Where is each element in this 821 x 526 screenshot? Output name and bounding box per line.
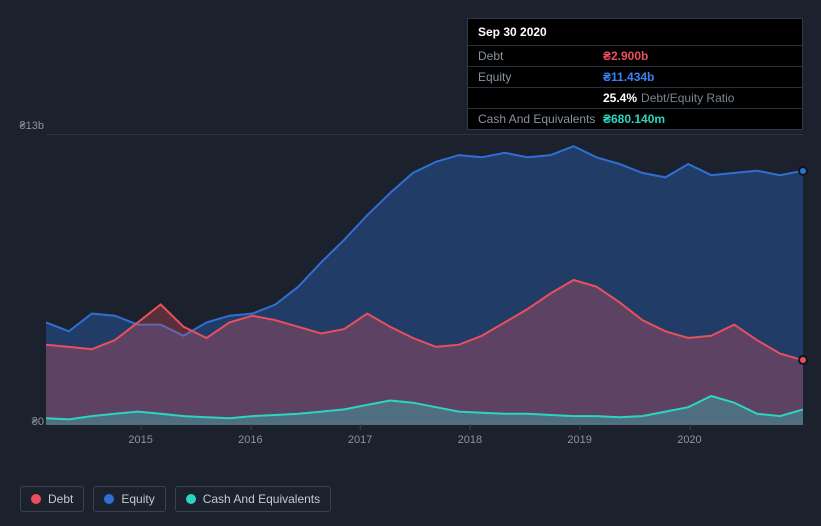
- legend-item-equity[interactable]: Equity: [93, 486, 165, 512]
- plot-area[interactable]: [46, 134, 803, 424]
- x-tick: 2015: [128, 434, 152, 446]
- x-tick: 2017: [348, 434, 372, 446]
- legend-item-debt[interactable]: Debt: [20, 486, 84, 512]
- tooltip-row-value: ₴680.140m: [603, 112, 665, 126]
- x-tick: 2019: [567, 434, 591, 446]
- legend: Debt Equity Cash And Equivalents: [20, 486, 331, 512]
- tooltip-row: Cash And Equivalents₴680.140m: [468, 108, 802, 129]
- marker-equity: [798, 166, 808, 176]
- tooltip-row: Equity₴11.434b: [468, 66, 802, 87]
- chart-svg: [46, 135, 803, 425]
- legend-item-label: Debt: [48, 492, 73, 506]
- y-axis-max-label: ₴13b: [20, 120, 44, 132]
- legend-item-label: Equity: [121, 492, 154, 506]
- x-tick: 2018: [458, 434, 482, 446]
- tooltip-panel: Sep 30 2020 Debt₴2.900bEquity₴11.434b25.…: [467, 18, 803, 130]
- tooltip-row-value: ₴11.434b: [603, 70, 654, 84]
- legend-item-cash-and-equivalents[interactable]: Cash And Equivalents: [175, 486, 331, 512]
- tooltip-row: 25.4%Debt/Equity Ratio: [468, 87, 802, 108]
- tooltip-row-label: Equity: [478, 70, 603, 84]
- tooltip-date: Sep 30 2020: [468, 19, 802, 45]
- y-axis-min-label: ₴0: [32, 416, 44, 428]
- tooltip-row-value: ₴2.900b: [603, 49, 648, 63]
- legend-item-label: Cash And Equivalents: [203, 492, 320, 506]
- tooltip-row-value: 25.4%Debt/Equity Ratio: [603, 91, 734, 105]
- legend-swatch: [186, 494, 196, 504]
- marker-debt: [798, 355, 808, 365]
- chart-container: ₴13b ₴0 2015 2016 2017 2018 2019 2020: [18, 120, 803, 470]
- x-tick: 2016: [238, 434, 262, 446]
- tooltip-row: Debt₴2.900b: [468, 45, 802, 66]
- x-tick: 2020: [677, 434, 701, 446]
- tooltip-row-label: Debt: [478, 49, 603, 63]
- tooltip-row-label: Cash And Equivalents: [478, 112, 603, 126]
- legend-swatch: [104, 494, 114, 504]
- tooltip-row-sublabel: Debt/Equity Ratio: [641, 91, 734, 105]
- x-axis: 2015 2016 2017 2018 2019 2020: [46, 434, 803, 454]
- legend-swatch: [31, 494, 41, 504]
